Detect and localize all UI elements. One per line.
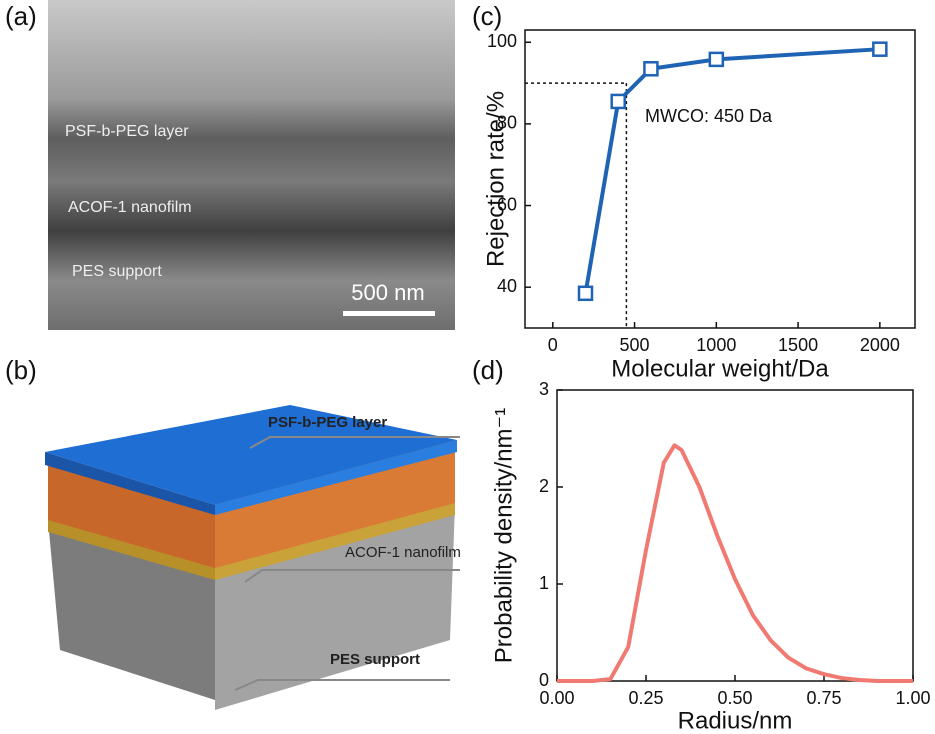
scale-bar-label: 500 nm	[351, 280, 424, 305]
x-tick-label: 1000	[696, 335, 736, 355]
sem-label: PSF-b-PEG layer	[65, 123, 189, 140]
schematic-label: ACOF-1 nanofilm	[345, 544, 461, 561]
x-tick-label: 0.00	[539, 688, 574, 708]
panel-label: (a)	[5, 1, 37, 31]
y-tick-label: 0	[539, 670, 549, 690]
schematic-label: PSF-b-PEG layer	[268, 414, 387, 431]
x-tick-label: 0.25	[628, 688, 663, 708]
panel-label: (b)	[5, 355, 37, 385]
panel-label: (d)	[472, 355, 504, 385]
x-tick-label: 500	[620, 335, 650, 355]
data-line	[557, 445, 913, 681]
y-tick-label: 1	[539, 573, 549, 593]
x-tick-label: 1500	[778, 335, 818, 355]
x-tick-label: 1.00	[895, 688, 930, 708]
data-marker	[710, 53, 723, 66]
sem-label: ACOF-1 nanofilm	[68, 199, 192, 216]
x-tick-label: 0.50	[717, 688, 752, 708]
y-tick-label: 3	[539, 379, 549, 399]
y-tick-label: 40	[497, 276, 517, 296]
data-marker	[644, 62, 657, 75]
plot-frame	[525, 30, 915, 328]
annotation: MWCO: 450 Da	[645, 106, 773, 126]
y-tick-label: 100	[487, 31, 517, 51]
x-tick-label: 2000	[860, 335, 900, 355]
x-tick-label: 0	[548, 335, 558, 355]
x-tick-label: 0.75	[806, 688, 841, 708]
data-marker	[873, 43, 886, 56]
y-axis-label: Rejection rate/%	[482, 91, 509, 267]
y-axis-label: Probability density/nm⁻¹	[490, 408, 517, 663]
plot-frame	[557, 390, 913, 681]
data-line	[586, 49, 880, 293]
panel-label: (c)	[472, 1, 502, 31]
figure: (a) PSF-b-PEG layer ACOF-1 nanofilm PES …	[0, 0, 935, 734]
x-axis-label: Molecular weight/Da	[611, 355, 829, 382]
schematic-label: PES support	[330, 651, 420, 668]
sem-label: PES support	[72, 263, 162, 280]
x-axis-label: Radius/nm	[678, 707, 793, 734]
scale-bar	[343, 311, 435, 316]
data-marker	[579, 287, 592, 300]
data-marker	[612, 95, 625, 108]
y-tick-label: 2	[539, 476, 549, 496]
